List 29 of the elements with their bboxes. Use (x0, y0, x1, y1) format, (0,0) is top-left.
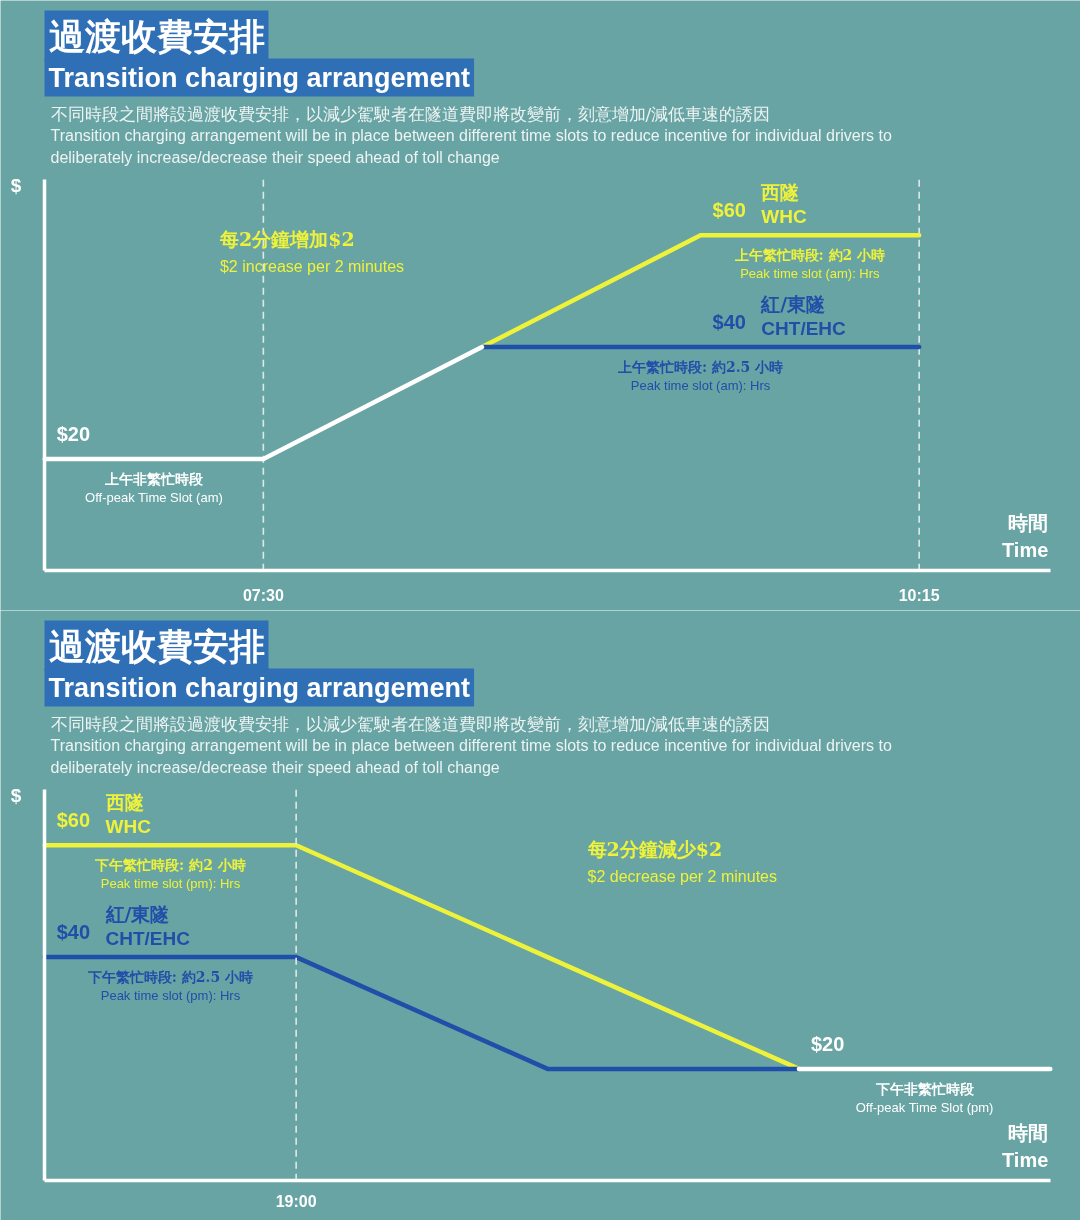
y-axis-title: $ (10, 785, 22, 807)
chart-subtitle: 不同時段之間將設過渡收費安排，以減少駕駛者在隧道費即將改變前，刻意增加/減低車速的誘因 Transition charging arrangement will be in place between different time slots to reduce incentive for individual drivers to deliberately increase/decrease their speed ahead of toll change (50, 713, 892, 776)
annotation: 下午非繁忙時段 Off-peak Time Slot (pm) (855, 1080, 994, 1115)
annotation: 下午繁忙時段: 約2 小時 Peak time slot (pm): Hrs (94, 857, 246, 892)
data-label: $20 (810, 1032, 845, 1055)
annotation: 上午非繁忙時段 Off-peak Time Slot (am) (85, 470, 223, 505)
x-tick-label: 07:30 (242, 586, 284, 604)
data-label: $40 (712, 311, 746, 334)
series-label: 紅/東隧 CHT/EHC (760, 293, 847, 340)
x-axis-title: 時間 Time (1002, 1120, 1049, 1171)
data-label: $60 (712, 199, 746, 222)
chart-title: 過渡收費安排 Transition charging arrangement (48, 624, 471, 703)
series-label: 紅/東隧 CHT/EHC (104, 903, 191, 950)
annotation: 每2分鐘減少$2 $2 decrease per 2 minutes (586, 838, 777, 886)
annotation: 上午繁忙時段: 約2 小時 Peak time slot (am): Hrs (733, 247, 886, 282)
data-label: $60 (56, 809, 91, 832)
series-label: 西隧 WHC (104, 791, 152, 838)
annotation: 下午繁忙時段: 約2.5 小時 Peak time slot (pm): Hrs (86, 969, 254, 1004)
chart-title: 過渡收費安排 Transition charging arrangement (48, 14, 471, 93)
x-axis-title: 時間 Time (1002, 510, 1049, 561)
series-label: 西隧 WHC (760, 181, 808, 228)
chart-subtitle: 不同時段之間將設過渡收費安排，以減少駕駛者在隧道費即將改變前，刻意增加/減低車速的誘因 Transition charging arrangement will be in place between different time slots to reduce incentive for individual drivers to deliberately increase/decrease their speed ahead of toll change (50, 103, 892, 166)
annotation: 上午繁忙時段: 約2.5 小時 Peak time slot (am): Hrs (616, 359, 784, 394)
annotation: 每2分鐘增加$2 $2 increase per 2 minutes (218, 228, 405, 276)
text: 19:00 (275, 1192, 317, 1210)
data-label: $40 (56, 921, 91, 944)
data-label: $20 (56, 422, 91, 445)
x-tick-label: 10:15 (898, 586, 940, 604)
y-axis-title: $ (10, 175, 22, 197)
